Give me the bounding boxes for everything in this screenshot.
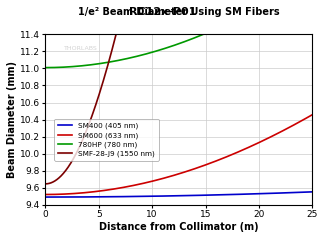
- Y-axis label: Beam Diameter (mm): Beam Diameter (mm): [7, 61, 17, 178]
- Title: 1/e² Beam Diameter Using SM Fibers: 1/e² Beam Diameter Using SM Fibers: [78, 7, 280, 17]
- SM400 (405 nm): [310, 190, 314, 193]
- SM600 (633 nm): [151, 179, 155, 182]
- 780HP (780 nm): [151, 50, 155, 53]
- SM400 (405 nm): [71, 196, 75, 198]
- 780HP (780 nm): [44, 66, 47, 69]
- Line: SMF-28-J9 (1550 nm): SMF-28-J9 (1550 nm): [46, 0, 312, 184]
- SMF-28-J9 (1550 nm): [44, 182, 47, 185]
- SM600 (633 nm): [252, 144, 255, 147]
- Legend: SM400 (405 nm), SM600 (633 nm), 780HP (780 nm), SMF-28-J9 (1550 nm): SM400 (405 nm), SM600 (633 nm), 780HP (7…: [54, 119, 159, 161]
- SM600 (633 nm): [44, 193, 47, 196]
- SM400 (405 nm): [227, 193, 231, 196]
- Line: SM400 (405 nm): SM400 (405 nm): [46, 192, 312, 197]
- SMF-28-J9 (1550 nm): [71, 158, 75, 161]
- X-axis label: Distance from Collimator (m): Distance from Collimator (m): [99, 222, 259, 232]
- SM400 (405 nm): [151, 195, 155, 198]
- Text: THORLABS: THORLABS: [64, 46, 98, 51]
- SM600 (633 nm): [71, 192, 75, 195]
- Text: RC12x-P01: RC12x-P01: [129, 7, 196, 17]
- SM600 (633 nm): [227, 154, 231, 157]
- 780HP (780 nm): [227, 22, 231, 24]
- SM600 (633 nm): [310, 113, 314, 116]
- 780HP (780 nm): [71, 65, 75, 68]
- SM600 (633 nm): [161, 177, 165, 180]
- SM400 (405 nm): [256, 192, 260, 195]
- SM400 (405 nm): [44, 196, 47, 199]
- SM600 (633 nm): [256, 141, 260, 144]
- 780HP (780 nm): [252, 9, 255, 12]
- SM400 (405 nm): [161, 195, 165, 197]
- 780HP (780 nm): [256, 6, 260, 9]
- Line: SM600 (633 nm): SM600 (633 nm): [46, 115, 312, 195]
- SM400 (405 nm): [252, 192, 255, 195]
- Line: 780HP (780 nm): 780HP (780 nm): [46, 0, 312, 68]
- 780HP (780 nm): [161, 48, 165, 50]
